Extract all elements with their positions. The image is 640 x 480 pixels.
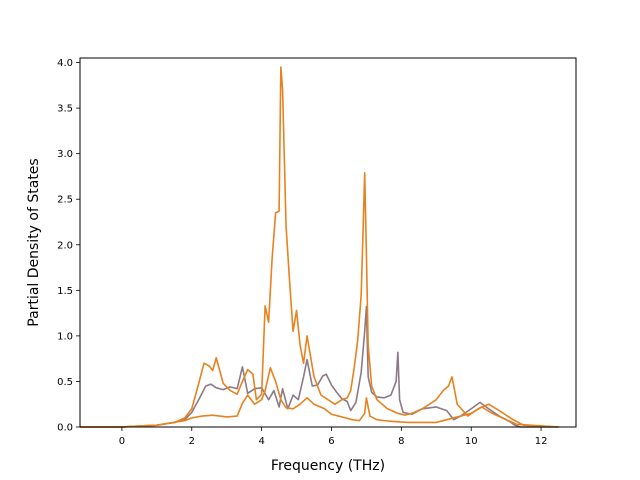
y-axis-ticks: 0.0 0.5 1.0 1.5 2.0 2.5 3.0 3.5 4.0: [57, 58, 80, 434]
x-axis-ticks: 0 2 4 6 8 10 12: [119, 427, 548, 447]
y-tick-label: 3.0: [57, 149, 73, 160]
series-line-3: [80, 366, 559, 428]
plot-frame: [79, 57, 577, 428]
x-tick-label: 2: [189, 436, 195, 447]
series-line-1: [80, 305, 559, 428]
x-tick-label: 10: [465, 436, 478, 447]
y-tick-label: 0.5: [57, 377, 73, 388]
x-tick-label: 4: [258, 436, 264, 447]
y-tick-label: 3.5: [57, 104, 73, 115]
series-line-2: [80, 66, 559, 428]
series-layer: [80, 66, 559, 428]
y-tick-label: 2.0: [57, 240, 73, 251]
y-tick-label: 4.0: [57, 58, 73, 69]
y-tick-label: 1.5: [57, 286, 73, 297]
x-tick-label: 12: [535, 436, 548, 447]
x-tick-label: 0: [119, 436, 125, 447]
y-tick-label: 2.5: [57, 195, 73, 206]
y-tick-label: 0.0: [57, 423, 73, 434]
y-tick-label: 1.0: [57, 331, 73, 342]
y-axis-label: Partial Density of States: [26, 158, 42, 326]
x-tick-label: 8: [398, 436, 404, 447]
x-axis-label: Frequency (THz): [271, 458, 385, 474]
x-tick-label: 6: [328, 436, 334, 447]
